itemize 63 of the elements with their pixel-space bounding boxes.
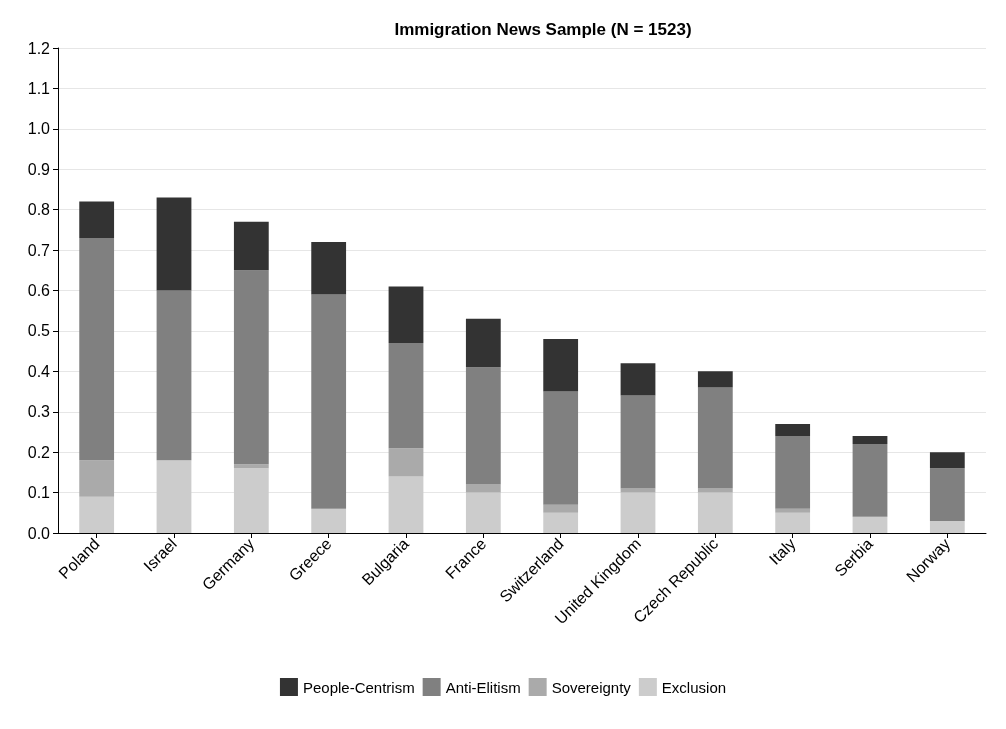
- bar: [775, 436, 811, 509]
- bar: [620, 363, 656, 396]
- y-tick-label: 0.0: [27, 524, 51, 542]
- legend-label: Anti-Elitism: [445, 678, 521, 696]
- bar: [852, 516, 888, 533]
- bar: [543, 339, 579, 392]
- y-tick-label: 0.3: [27, 403, 51, 421]
- bar: [543, 512, 579, 533]
- bar: [233, 468, 269, 533]
- y-tick-label: 0.2: [27, 443, 51, 461]
- bar: [929, 452, 965, 469]
- bar: [465, 484, 501, 493]
- bar: [775, 423, 811, 436]
- bar: [852, 436, 888, 445]
- bar: [233, 221, 269, 271]
- bar: [465, 367, 501, 485]
- bar: [388, 343, 424, 449]
- bar: [620, 492, 656, 533]
- bar: [233, 464, 269, 469]
- bar: [156, 290, 192, 461]
- bar: [311, 294, 347, 509]
- y-tick-label: 0.9: [27, 160, 51, 178]
- bar: [79, 496, 115, 533]
- bar: [79, 201, 115, 238]
- bar: [620, 395, 656, 489]
- chart-title: Immigration News Sample (N = 1523): [394, 20, 692, 39]
- y-tick-label: 0.7: [27, 241, 51, 259]
- bar: [79, 460, 115, 497]
- legend-label: Sovereignty: [551, 678, 632, 696]
- bar: [156, 197, 192, 291]
- y-tick-label: 0.8: [27, 201, 51, 219]
- y-tick-label: 0.1: [27, 484, 51, 502]
- y-tick-label: 1.1: [27, 79, 51, 97]
- bar: [388, 476, 424, 533]
- bar: [697, 488, 733, 493]
- y-tick-label: 1.2: [27, 39, 51, 57]
- bar: [311, 242, 347, 295]
- bar: [465, 492, 501, 533]
- bar: [156, 460, 192, 533]
- bar: [697, 387, 733, 489]
- bar: [465, 318, 501, 368]
- bar: [233, 270, 269, 465]
- bar: [543, 504, 579, 513]
- bar: [852, 444, 888, 517]
- legend-label: Exclusion: [661, 678, 727, 696]
- bar: [929, 520, 965, 533]
- bar: [388, 448, 424, 477]
- bar: [311, 508, 347, 533]
- bar: [697, 492, 733, 533]
- y-tick-label: 0.5: [27, 322, 51, 340]
- bar: [388, 286, 424, 344]
- x-tick-label: Italy: [765, 534, 799, 568]
- bar: [620, 488, 656, 493]
- y-tick-label: 1.0: [27, 120, 51, 138]
- bar: [775, 508, 811, 513]
- y-tick-label: 0.6: [27, 282, 51, 299]
- bar: [79, 237, 115, 461]
- bar: [543, 391, 579, 505]
- legend-label: People-Centrism: [302, 678, 415, 696]
- y-tick-label: 0.4: [27, 362, 51, 380]
- bar: [775, 512, 811, 533]
- bar: [929, 468, 965, 521]
- bar: [697, 371, 733, 388]
